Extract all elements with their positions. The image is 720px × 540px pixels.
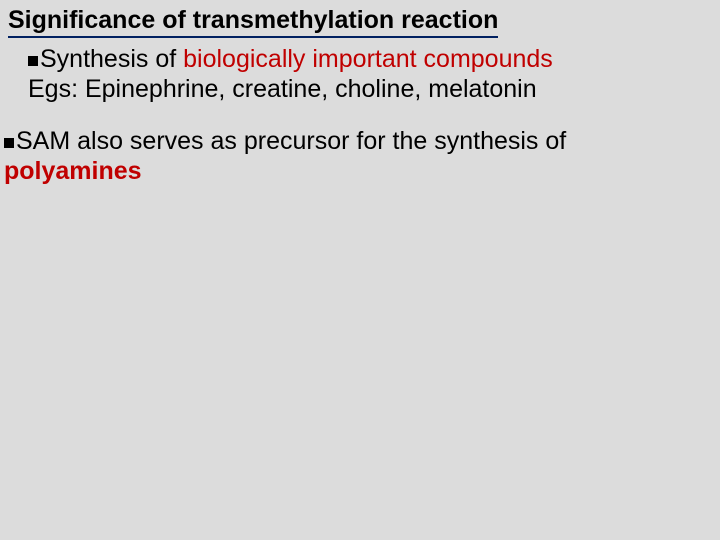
- slide: Significance of transmethylation reactio…: [0, 0, 720, 540]
- point-1-line-1: Synthesis of biologically important comp…: [28, 44, 688, 74]
- point-2: SAM also serves as precursor for the syn…: [4, 126, 704, 186]
- point-2-highlight: polyamines: [4, 156, 704, 186]
- square-bullet-icon: [28, 56, 38, 66]
- point-2-text: SAM also serves as precursor for the syn…: [16, 127, 566, 155]
- slide-title: Significance of transmethylation reactio…: [8, 6, 498, 38]
- point-1-line-2: Egs: Epinephrine, creatine, choline, mel…: [28, 74, 688, 104]
- point-2-line-1: SAM also serves as precursor for the syn…: [4, 126, 704, 156]
- point-1: Synthesis of biologically important comp…: [28, 44, 688, 104]
- point-1-highlight: biologically important compounds: [183, 45, 553, 73]
- point-1-prefix: Synthesis of: [40, 45, 183, 73]
- square-bullet-icon: [4, 138, 14, 148]
